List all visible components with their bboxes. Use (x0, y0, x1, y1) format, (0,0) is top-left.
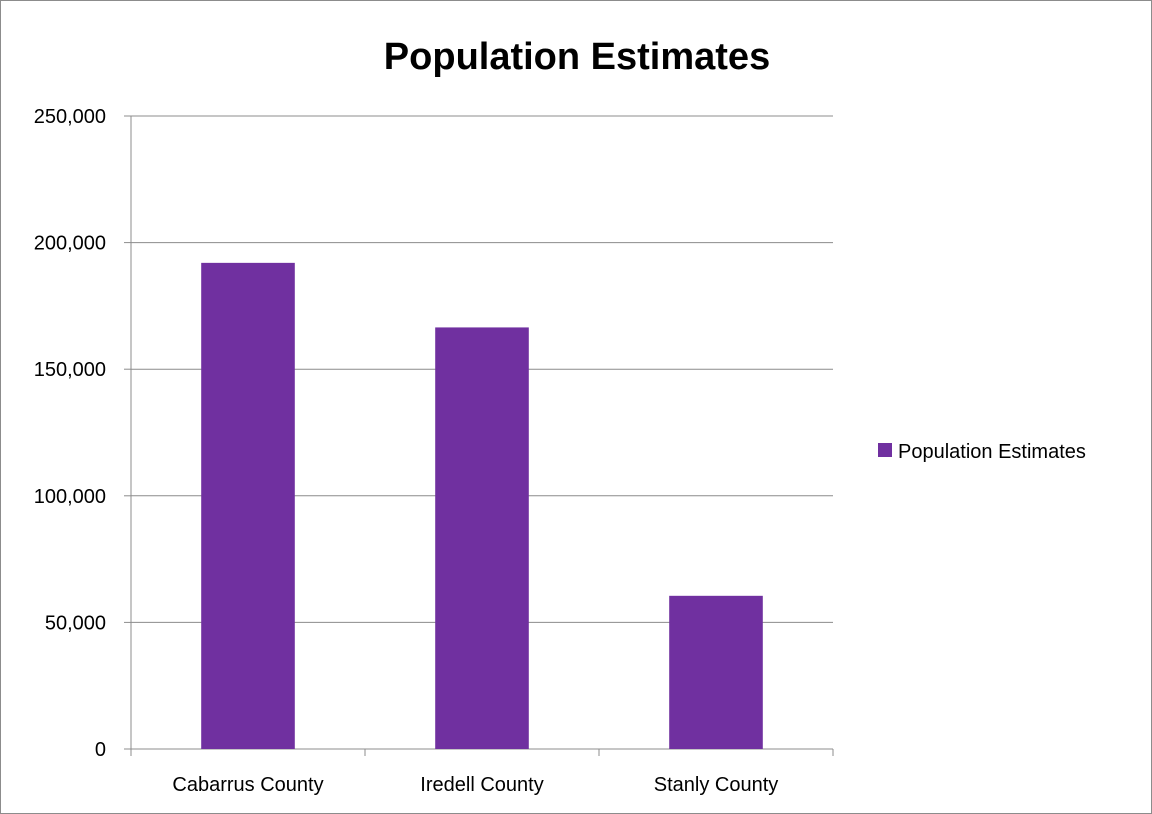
bar-stanly-county (669, 595, 763, 749)
y-tick-label: 150,000 (34, 359, 106, 381)
bars (201, 262, 763, 749)
y-tick-label: 0 (95, 739, 106, 761)
y-tick-label: 200,000 (34, 233, 106, 255)
y-tick-labels: 0 50,000 100,000 150,000 200,000 250,000 (34, 106, 106, 761)
y-tick-label: 50,000 (45, 612, 106, 634)
legend: Population Estimates (878, 441, 1086, 463)
chart-title: Population Estimates (384, 36, 770, 78)
x-tick-label: Iredell County (420, 774, 543, 796)
x-tick-labels: Cabarrus County Iredell County Stanly Coun… (172, 774, 778, 796)
bar-iredell-county (435, 327, 529, 749)
y-tick-label: 100,000 (34, 486, 106, 508)
legend-label: Population Estimates (898, 441, 1086, 463)
y-tick-label: 250,000 (34, 106, 106, 128)
x-tick-label: Cabarrus County (172, 774, 323, 796)
x-tick-label: Stanly County (654, 774, 779, 796)
legend-swatch (878, 443, 892, 457)
bar-cabarrus-county (201, 262, 295, 749)
